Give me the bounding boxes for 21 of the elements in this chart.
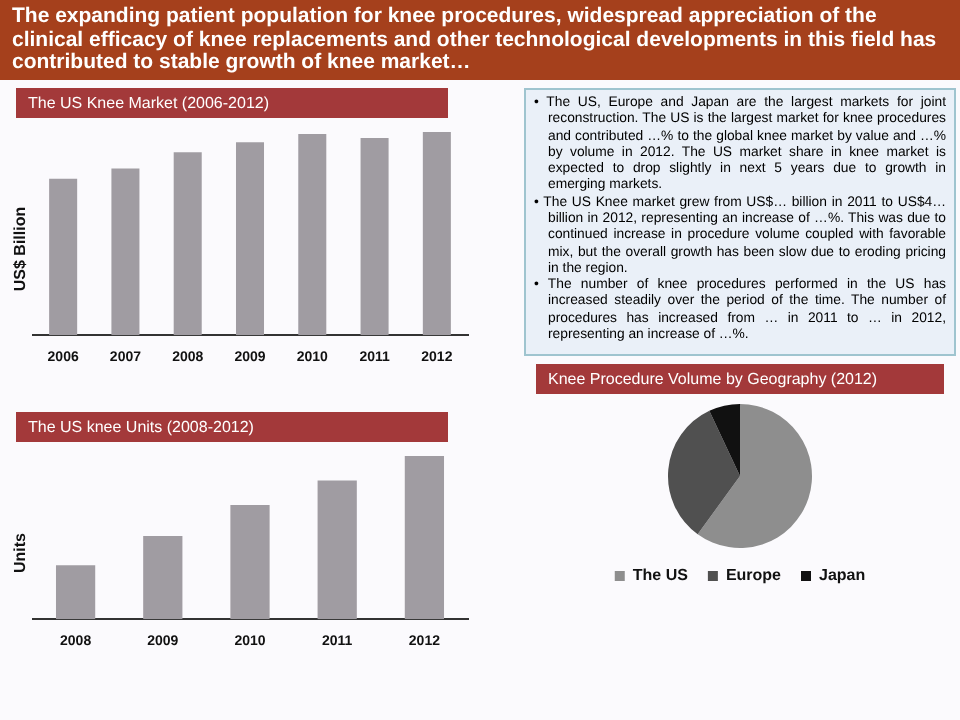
y-axis-title: US$ Billion <box>11 205 30 291</box>
chart-title: The US Knee Market (2006-2012) <box>16 88 448 118</box>
bar <box>230 504 270 620</box>
bar <box>298 134 327 336</box>
bar <box>404 456 445 620</box>
bar <box>422 132 451 336</box>
bar <box>173 152 202 336</box>
bar <box>111 168 140 336</box>
legend-label: Japan <box>819 566 866 585</box>
legend-label: Europe <box>725 566 783 585</box>
bar <box>360 138 389 336</box>
legend-label: The US <box>632 566 690 585</box>
bar <box>235 142 265 336</box>
bar <box>55 565 96 620</box>
bar <box>49 178 78 336</box>
y-axis-title: Units <box>11 532 29 572</box>
bar <box>317 480 357 620</box>
bar <box>143 535 183 620</box>
chart-title: Knee Procedure Volume by Geography (2012) <box>536 364 944 394</box>
text: The expanding patient population for knee procedures, widespread appreciation of the clinical efficacy of knee replacements and other technological developments in this field has contributed to stable growth of knee market… <box>0 0 960 80</box>
chart-title: The US knee Units (2008-2012) <box>16 412 448 442</box>
